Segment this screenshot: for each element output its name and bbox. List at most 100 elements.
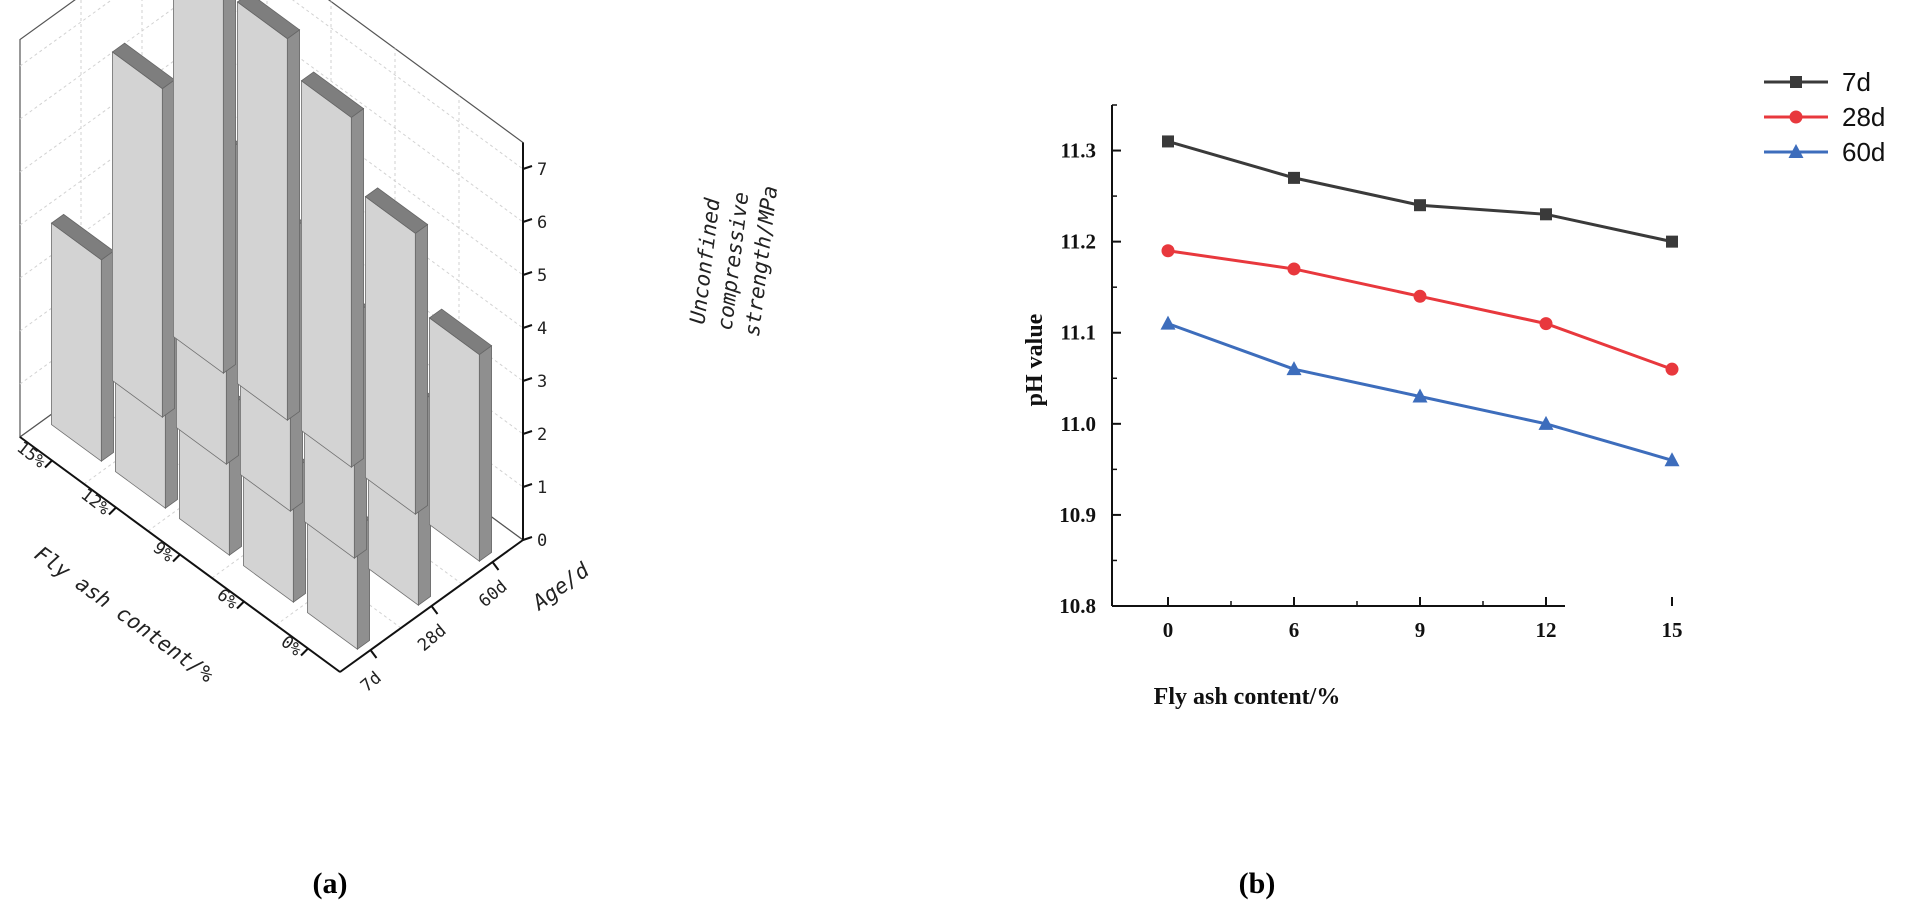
z-tick-mark — [522, 430, 533, 435]
data-point-7d-9 — [1414, 199, 1426, 212]
y-tick-label: 11.0 — [1060, 412, 1096, 436]
x-tick-mark — [172, 553, 181, 563]
data-point-28d-12 — [1539, 317, 1553, 331]
bar-60d-9% — [300, 71, 365, 469]
bar-face-front — [429, 317, 480, 563]
data-point-60d-9 — [1412, 388, 1428, 403]
bar-face-top — [236, 0, 301, 40]
data-point-7d-12 — [1540, 208, 1552, 221]
z-tick-mark — [522, 536, 533, 541]
3d-bars-group — [50, 0, 493, 651]
legend-marker — [1789, 110, 1803, 124]
bar-face-side — [222, 0, 236, 375]
data-point-28d-6 — [1287, 262, 1301, 276]
data-point-7d-6 — [1288, 171, 1300, 184]
y-tick-label: 10.9 — [1059, 503, 1096, 527]
z-tick-label: 6 — [537, 213, 547, 233]
x-tick-label: 9 — [1415, 618, 1426, 642]
bar-face-side — [414, 223, 428, 516]
bar-face-top — [428, 308, 493, 356]
legend-marker — [1790, 76, 1802, 88]
bar-7d-15% — [50, 213, 115, 463]
y-tick-label: 7d — [357, 668, 386, 696]
y-tick-label: 11.3 — [1060, 139, 1096, 163]
x-axis-label: Fly ash content/% — [1154, 684, 1341, 710]
y-tick-mark — [491, 561, 500, 571]
bar-face-top — [111, 42, 176, 90]
legend-item-60d: 60d — [1764, 137, 1885, 167]
x-axis-ticks: 0 6 9 12 15 — [1163, 597, 1683, 642]
z-axis-ticks: 0 1 2 3 4 5 6 7 — [522, 160, 547, 551]
bar-face-top — [50, 213, 115, 261]
y-axis-label: Age/d — [527, 558, 594, 616]
x-tick-label: 6 — [1289, 618, 1300, 642]
bar-face-side — [161, 79, 175, 419]
legend: 7d 28d 60d — [1764, 67, 1885, 167]
bar-face-front — [237, 1, 288, 422]
x-tick-mark — [108, 506, 117, 516]
z-tick-mark — [522, 324, 533, 329]
series-28d — [1161, 244, 1679, 376]
z-tick-mark — [522, 271, 533, 276]
bar-face-top — [364, 187, 429, 234]
y-axis-label: pH value — [1022, 313, 1048, 406]
data-point-28d-0 — [1161, 244, 1175, 258]
z-tick-label: 1 — [537, 478, 547, 498]
data-point-7d-15 — [1666, 235, 1678, 248]
bar-face-front — [173, 0, 224, 375]
z-tick-mark — [522, 218, 533, 223]
x-tick-mark — [300, 647, 309, 657]
data-point-60d-6 — [1286, 361, 1302, 376]
series-7d — [1162, 135, 1678, 248]
x-tick-label: 12 — [1536, 618, 1557, 642]
legend-marker — [1788, 144, 1804, 158]
z-tick-mark — [522, 483, 533, 488]
bar-face-side — [286, 29, 300, 422]
z-tick-label: 0 — [537, 531, 547, 551]
data-point-28d-15 — [1665, 362, 1679, 376]
legend-label: 28d — [1842, 102, 1885, 132]
z-tick-label: 2 — [537, 425, 547, 445]
legend-item-7d: 7d — [1764, 67, 1871, 97]
panel-b-label: (b) — [1239, 867, 1276, 900]
z-tick-label: 7 — [537, 160, 547, 180]
y-tick-label: 28d — [414, 621, 450, 656]
series-group — [1160, 135, 1680, 467]
legend-label: 60d — [1842, 137, 1885, 167]
y-tick-label: 60d — [475, 577, 511, 612]
bar-face-side — [350, 107, 364, 469]
bar-face-front — [112, 51, 163, 419]
y-tick-mark — [369, 649, 378, 659]
z-tick-mark — [522, 165, 533, 170]
data-point-60d-15 — [1664, 452, 1680, 467]
series-line-7d — [1167, 139, 1673, 244]
x-tick-label: 15 — [1662, 618, 1683, 642]
z-tick-label: 3 — [537, 372, 547, 392]
x-axis-label: Fly ash content/% — [30, 541, 218, 687]
y-tick-label: 10.8 — [1059, 594, 1096, 618]
x-tick-mark — [236, 600, 245, 610]
bar-28d-15% — [111, 42, 176, 419]
bar-face-front — [301, 79, 352, 469]
bar-60d-0% — [428, 308, 493, 563]
data-point-60d-12 — [1538, 415, 1554, 430]
z-tick-label: 4 — [537, 319, 547, 339]
bar-face-top — [300, 71, 365, 118]
data-point-28d-9 — [1413, 289, 1427, 303]
bar-face-side — [478, 344, 492, 563]
data-point-60d-0 — [1160, 315, 1176, 330]
data-point-7d-0 — [1162, 135, 1174, 148]
y-tick-label: 11.1 — [1060, 321, 1096, 345]
y-tick-mark — [430, 605, 439, 615]
bar-face-side — [100, 250, 114, 463]
legend-item-28d: 28d — [1764, 102, 1885, 132]
bar-face-front — [51, 222, 102, 463]
y-axis-ticks: 10.8 10.9 11.0 11.1 11.2 11.3 — [1059, 104, 1121, 618]
bar-60d-12% — [236, 0, 301, 422]
figure-b-line-chart: 10.8 10.9 11.0 11.1 11.2 11.3 0 6 9 12 15 7d 28d 60… — [1022, 67, 1885, 900]
y-tick-label: 11.2 — [1060, 230, 1096, 254]
bar-60d-6% — [364, 187, 429, 516]
z-tick-label: 5 — [537, 266, 547, 286]
panel-a-label: (a) — [313, 867, 348, 900]
